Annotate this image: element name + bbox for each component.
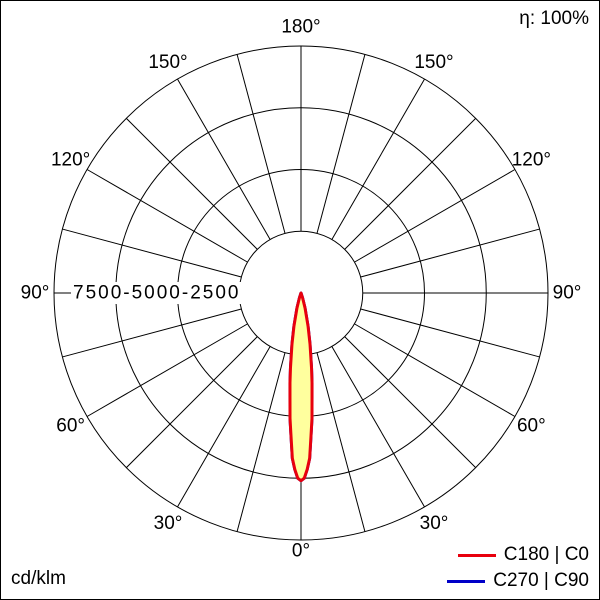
angle-label-150-left: 150° <box>148 52 187 73</box>
grid-spoke-45 <box>344 336 477 469</box>
legend-label-c270-c90: C270 | C90 <box>493 570 589 591</box>
grid-spoke-135 <box>344 117 477 250</box>
legend-line-c180-c0-icon <box>457 553 496 557</box>
grid-spoke-255 <box>62 228 242 278</box>
grid-spoke-15 <box>316 352 366 532</box>
angle-label-30-left: 30° <box>154 513 183 534</box>
grid-spoke-195 <box>236 54 286 234</box>
unit-label: cd/klm <box>11 568 66 589</box>
grid-spoke-75 <box>360 308 540 358</box>
efficiency-label: η: 100% <box>519 8 589 29</box>
grid-spoke-105 <box>360 228 540 278</box>
grid-spoke-285 <box>62 308 242 358</box>
angle-label-120-right: 120° <box>512 150 551 171</box>
angle-label-90-left: 90° <box>21 283 50 304</box>
legend-item-c270-c90: C270 | C90 <box>447 570 589 592</box>
grid-spoke-315 <box>125 336 258 469</box>
angle-label-180: 180° <box>281 17 320 38</box>
legend-line-c270-c90-icon <box>447 579 486 583</box>
angle-label-0: 0° <box>292 541 310 562</box>
grid-spoke-30 <box>331 346 425 508</box>
angle-label-60-left: 60° <box>56 416 85 437</box>
grid-spoke-210 <box>177 78 271 240</box>
grid-spoke-300 <box>86 323 248 417</box>
angle-label-60-right: 60° <box>517 416 546 437</box>
grid-spoke-120 <box>354 169 516 263</box>
legend: C180 | C0 C270 | C90 <box>447 544 589 592</box>
grid-spoke-330 <box>177 346 271 508</box>
grid-spoke-150 <box>331 78 425 240</box>
angle-label-90-right: 90° <box>553 283 582 304</box>
grid-spoke-60 <box>354 323 516 417</box>
angle-label-150-right: 150° <box>414 52 453 73</box>
ring-axis-label-backing <box>71 282 259 304</box>
grid-spoke-240 <box>86 169 248 263</box>
grid-spoke-345 <box>236 352 286 532</box>
legend-item-c180-c0: C180 | C0 <box>447 544 589 566</box>
intensity-curve-c180-c0 <box>288 291 314 483</box>
grid-spoke-165 <box>316 54 366 234</box>
grid-spoke-225 <box>125 117 258 250</box>
legend-label-c180-c0: C180 | C0 <box>503 544 589 565</box>
angle-label-120-left: 120° <box>51 150 90 171</box>
ring-axis-label: 7500-5000-2500 <box>73 283 240 304</box>
angle-label-30-right: 30° <box>420 513 449 534</box>
